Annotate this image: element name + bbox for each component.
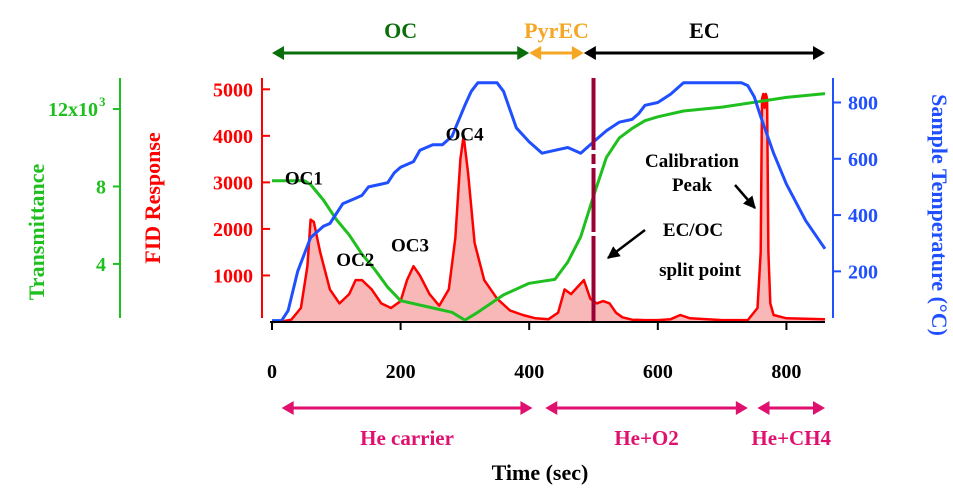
peak-labels: OC1 OC2 OC3 OC4 — [285, 125, 484, 272]
transmittance-series-layer — [272, 92, 826, 322]
bottom-region-arrow — [757, 401, 825, 415]
top-region-arrow — [272, 46, 530, 60]
fid-tick-label: 3000 — [213, 172, 253, 194]
temperature-tick-label: 200 — [848, 261, 878, 283]
split-label-line1: EC/OC — [663, 220, 723, 241]
split-label-line2: split point — [659, 260, 742, 281]
x-tick-label: 400 — [514, 361, 544, 383]
peak-label: OC3 — [391, 235, 429, 256]
split-arrow — [607, 229, 646, 259]
top-region-arrow-head-right — [813, 46, 825, 60]
x-tick-label: 200 — [386, 361, 416, 383]
temperature-tick-label: 600 — [848, 149, 878, 171]
transmittance-tick-superscript: 3 — [99, 94, 106, 109]
split-annotation: EC/OC split point — [607, 213, 757, 285]
bottom-region-arrow-head-right — [813, 401, 825, 415]
bottom-region-arrow — [281, 401, 533, 415]
x-axis-title: Time (sec) — [492, 460, 589, 485]
bottom-region-label: He+CH4 — [751, 426, 831, 450]
axes — [119, 78, 834, 323]
x-tick-label: 600 — [643, 361, 673, 383]
x-tick-label: 0 — [267, 361, 277, 383]
temperature-axis-title: Sample Temperature (°C) — [927, 94, 952, 336]
bottom-region-arrow-head-left — [281, 401, 294, 415]
top-region-arrow-head-right — [571, 46, 584, 60]
calibration-label-line1: Calibration — [645, 151, 739, 172]
transmittance-tick-label: 4 — [96, 254, 106, 276]
fid-tick-label: 2000 — [213, 219, 253, 241]
peak-label: OC4 — [446, 125, 485, 146]
bottom-region-arrow-head-left — [545, 401, 558, 415]
temperature-line — [272, 81, 827, 323]
transmittance-tick-label: 12x10 — [48, 99, 98, 121]
transmittance-axis-title: Transmittance — [24, 164, 49, 301]
bottom-region-label: He+O2 — [614, 426, 678, 450]
calibration-annotation: Calibration Peak — [645, 151, 756, 209]
fid-line — [271, 92, 826, 324]
transmittance-ticks: 4 8 12x10 3 — [48, 94, 120, 276]
x-ticks: 0 200 400 600 800 — [267, 322, 801, 383]
temperature-series-layer — [272, 81, 827, 323]
calibration-label-line2: Peak — [672, 175, 713, 196]
top-region-label: OC — [384, 18, 417, 43]
fid-axis-title: FID Response — [140, 132, 165, 264]
fid-tick-label: 5000 — [213, 79, 253, 101]
top-region-arrow-head-left — [272, 46, 284, 60]
x-tick-label: 800 — [771, 361, 801, 383]
temperature-ticks: 200 400 600 800 — [833, 93, 878, 283]
fid-area — [272, 94, 825, 322]
top-region-label: PyrEC — [524, 18, 589, 43]
top-region-arrow-head-left — [529, 46, 542, 60]
top-region-arrow — [529, 46, 584, 60]
bottom-region-arrows: He carrier He+O2 He+CH4 — [281, 401, 832, 450]
calibration-arrow — [734, 184, 756, 209]
peak-label: OC1 — [285, 169, 323, 190]
bottom-region-arrow-head-left — [757, 401, 770, 415]
fid-tick-label: 4000 — [213, 126, 253, 148]
transmittance-tick-label: 8 — [96, 176, 106, 198]
fid-tick-label: 1000 — [213, 265, 253, 287]
top-region-arrow-head-left — [583, 46, 596, 60]
bottom-region-label: He carrier — [360, 426, 454, 450]
top-region-arrow — [583, 46, 825, 60]
bottom-region-arrow-head-right — [520, 401, 533, 415]
temperature-tick-label: 400 — [848, 205, 878, 227]
top-region-arrows: OC PyrEC EC — [272, 18, 825, 60]
peak-label: OC2 — [336, 250, 374, 271]
top-region-arrow-head-right — [517, 46, 530, 60]
split-label-bg — [637, 213, 757, 285]
top-region-label: EC — [689, 18, 720, 43]
bottom-region-arrow-head-right — [735, 401, 748, 415]
fid-ticks: 1000 2000 3000 4000 5000 — [213, 79, 270, 287]
temperature-tick-label: 800 — [848, 93, 878, 115]
fid-series-layer — [271, 92, 826, 324]
bottom-region-arrow — [545, 401, 748, 415]
transmittance-line — [272, 92, 826, 322]
